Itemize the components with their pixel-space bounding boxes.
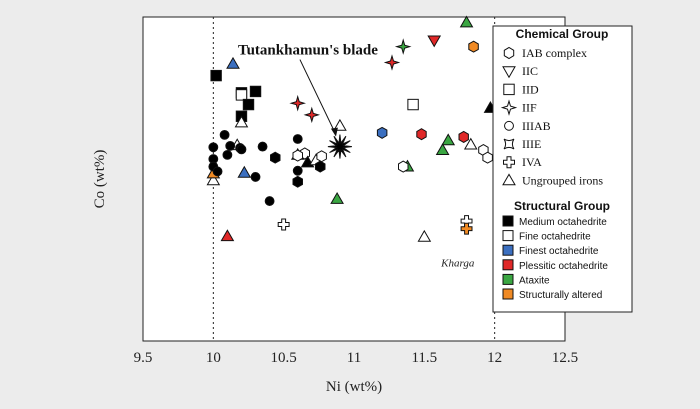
x-tick-label: 12.5 bbox=[552, 350, 578, 366]
data-point bbox=[398, 160, 409, 173]
data-point bbox=[237, 165, 252, 178]
legend-box bbox=[492, 25, 633, 313]
legend-structural-label: Medium octahedrite bbox=[519, 217, 607, 228]
legend-structural-swatch bbox=[502, 244, 514, 256]
legend-structural-label: Ataxite bbox=[519, 275, 550, 286]
x-tick-label: 11 bbox=[347, 350, 361, 366]
data-point bbox=[234, 115, 249, 128]
x-axis: 9.5 10 10.5 11 11.5 12 12.5 bbox=[134, 350, 579, 366]
data-point bbox=[458, 130, 469, 143]
y-axis-label: Co (wt%) bbox=[92, 150, 108, 209]
annotation-arrowhead bbox=[330, 127, 338, 137]
data-point bbox=[416, 128, 427, 141]
legend-chemical-label: IIF bbox=[522, 101, 537, 115]
legend-structural-label: Structurally altered bbox=[519, 290, 602, 301]
data-point bbox=[376, 126, 388, 139]
data-point bbox=[292, 175, 303, 188]
legend-structural-swatch bbox=[502, 215, 514, 227]
legend-chemical-label: Ungrouped irons bbox=[522, 173, 603, 187]
data-point bbox=[236, 144, 247, 155]
tutankhamun-blade-point bbox=[327, 134, 352, 159]
legend-structural-swatch bbox=[502, 259, 514, 271]
legend-chemical-label: IVA bbox=[522, 155, 542, 169]
data-point bbox=[292, 149, 303, 162]
legend-chemical-marker bbox=[503, 138, 515, 150]
data-point bbox=[226, 56, 240, 69]
data-point bbox=[222, 149, 233, 160]
legend-chemical-title: Chemical Group bbox=[516, 27, 609, 41]
legend-chemical-label: IAB complex bbox=[522, 46, 587, 60]
data-points bbox=[206, 15, 498, 242]
data-point bbox=[383, 54, 401, 71]
legend-structural-title: Structural Group bbox=[514, 199, 610, 213]
legend-structural-swatch bbox=[502, 273, 514, 285]
x-axis-label: Ni (wt%) bbox=[326, 379, 382, 395]
data-point bbox=[277, 218, 290, 231]
legend-chemical-label: IID bbox=[522, 82, 539, 96]
legend: Chemical Group IAB complex IIC IID IIF IIIAB… bbox=[492, 25, 633, 313]
data-point bbox=[468, 40, 479, 53]
legend-structural-label: Finest octahedrite bbox=[519, 246, 599, 257]
data-point bbox=[235, 89, 248, 101]
data-point bbox=[435, 143, 450, 155]
data-point bbox=[292, 165, 303, 176]
legend-chemical-items: IAB complex IIC IID IIF IIIAB IIIE IVA Ungroupe… bbox=[500, 46, 603, 187]
x-tick-label: 10 bbox=[206, 350, 221, 366]
data-point bbox=[333, 118, 347, 131]
data-point bbox=[210, 69, 222, 82]
data-point bbox=[394, 38, 412, 55]
data-point bbox=[407, 98, 419, 111]
data-point bbox=[460, 222, 473, 235]
annotation-arrow-line bbox=[299, 59, 337, 135]
data-point bbox=[264, 196, 275, 206]
data-point bbox=[212, 166, 223, 177]
legend-structural-items: Medium octahedrite Fine octahedrite Finest… bbox=[502, 215, 608, 301]
legend-chemical-marker bbox=[503, 156, 515, 169]
annotations: Tutankhamun's blade Kharga bbox=[238, 43, 475, 270]
annotation-kharga-label: Kharga bbox=[440, 257, 475, 269]
legend-structural-swatch bbox=[502, 230, 514, 242]
data-point bbox=[417, 229, 432, 242]
data-point bbox=[330, 191, 344, 204]
data-point bbox=[463, 137, 478, 150]
x-tick-label: 9.5 bbox=[134, 350, 153, 366]
legend-chemical-marker bbox=[503, 83, 515, 96]
legend-chemical-marker bbox=[503, 46, 515, 60]
data-point bbox=[242, 98, 255, 111]
data-point bbox=[220, 229, 235, 242]
legend-chemical-marker bbox=[502, 173, 516, 186]
legend-chemical-marker bbox=[504, 120, 514, 131]
legend-structural-label: Fine octahedrite bbox=[519, 232, 591, 243]
data-point bbox=[292, 134, 303, 144]
x-tick-label: 12 bbox=[487, 350, 502, 366]
legend-chemical-label: IIIAB bbox=[522, 119, 551, 133]
data-point bbox=[208, 142, 219, 153]
legend-chemical-marker bbox=[502, 66, 516, 79]
data-point bbox=[206, 173, 221, 186]
data-point bbox=[441, 133, 456, 146]
x-tick-label: 10.5 bbox=[271, 350, 297, 366]
data-point bbox=[219, 129, 230, 140]
data-point bbox=[250, 172, 261, 182]
data-point bbox=[270, 151, 281, 164]
data-point bbox=[225, 140, 236, 151]
legend-structural-label: Plessitic octahedrite bbox=[519, 261, 608, 272]
data-point bbox=[316, 150, 327, 163]
data-point bbox=[482, 151, 493, 164]
data-point bbox=[427, 35, 442, 48]
legend-structural-swatch bbox=[502, 288, 514, 300]
data-point bbox=[459, 15, 474, 28]
data-point bbox=[289, 94, 306, 112]
data-point bbox=[257, 141, 268, 152]
data-point bbox=[303, 106, 321, 124]
legend-chemical-marker bbox=[500, 99, 518, 116]
legend-chemical-label: IIC bbox=[522, 64, 538, 78]
data-point bbox=[315, 160, 326, 173]
x-tick-label: 11.5 bbox=[411, 350, 437, 366]
annotation-blade-label: Tutankhamun's blade bbox=[238, 43, 378, 59]
legend-chemical-label: IIIE bbox=[522, 137, 541, 151]
data-point bbox=[249, 85, 262, 98]
